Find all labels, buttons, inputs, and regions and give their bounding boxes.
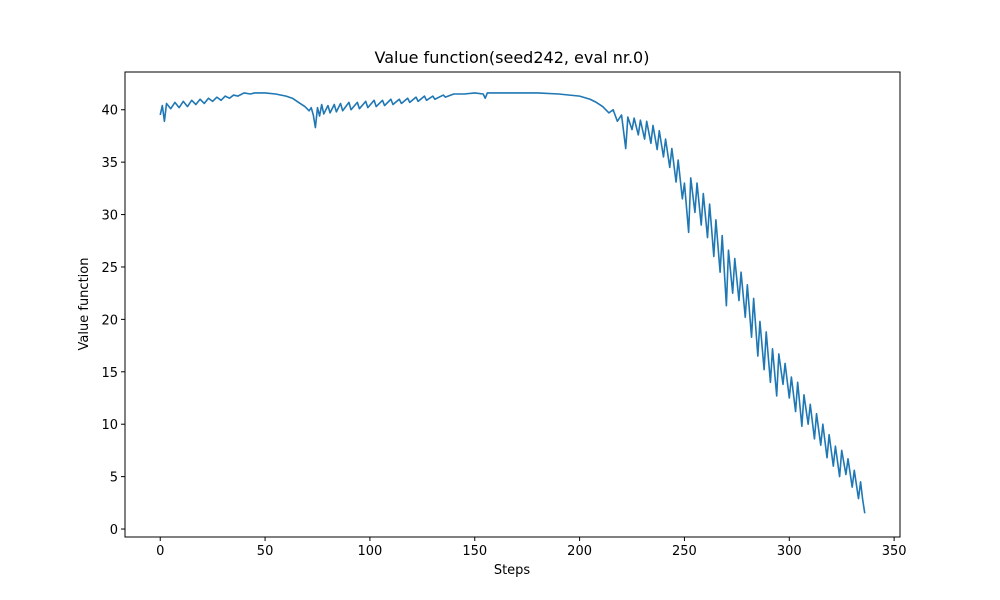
y-tick-label: 0 [110, 523, 118, 538]
y-tick-label: 5 [110, 471, 118, 486]
y-tick-label: 25 [101, 261, 118, 276]
chart-title: Value function(seed242, eval nr.0) [375, 48, 650, 67]
y-tick-label: 10 [101, 418, 118, 433]
x-tick-label: 100 [357, 544, 382, 559]
y-tick-label: 35 [101, 156, 118, 171]
x-axis-label: Steps [494, 563, 531, 578]
y-tick-label: 30 [101, 209, 118, 224]
x-tick-label: 350 [882, 544, 907, 559]
y-tick-label: 20 [101, 313, 118, 328]
y-axis-label: Value function [77, 258, 92, 351]
data-line [159, 92, 866, 514]
x-tick-label: 200 [567, 544, 592, 559]
x-tick-label: 250 [672, 544, 697, 559]
x-tick-label: 0 [156, 544, 164, 559]
x-tick-label: 50 [257, 544, 274, 559]
plot-frame [124, 71, 901, 538]
x-tick-label: 150 [462, 544, 487, 559]
x-tick-label: 300 [777, 544, 802, 559]
y-tick-label: 15 [101, 366, 118, 381]
y-tick-label: 40 [101, 104, 118, 119]
